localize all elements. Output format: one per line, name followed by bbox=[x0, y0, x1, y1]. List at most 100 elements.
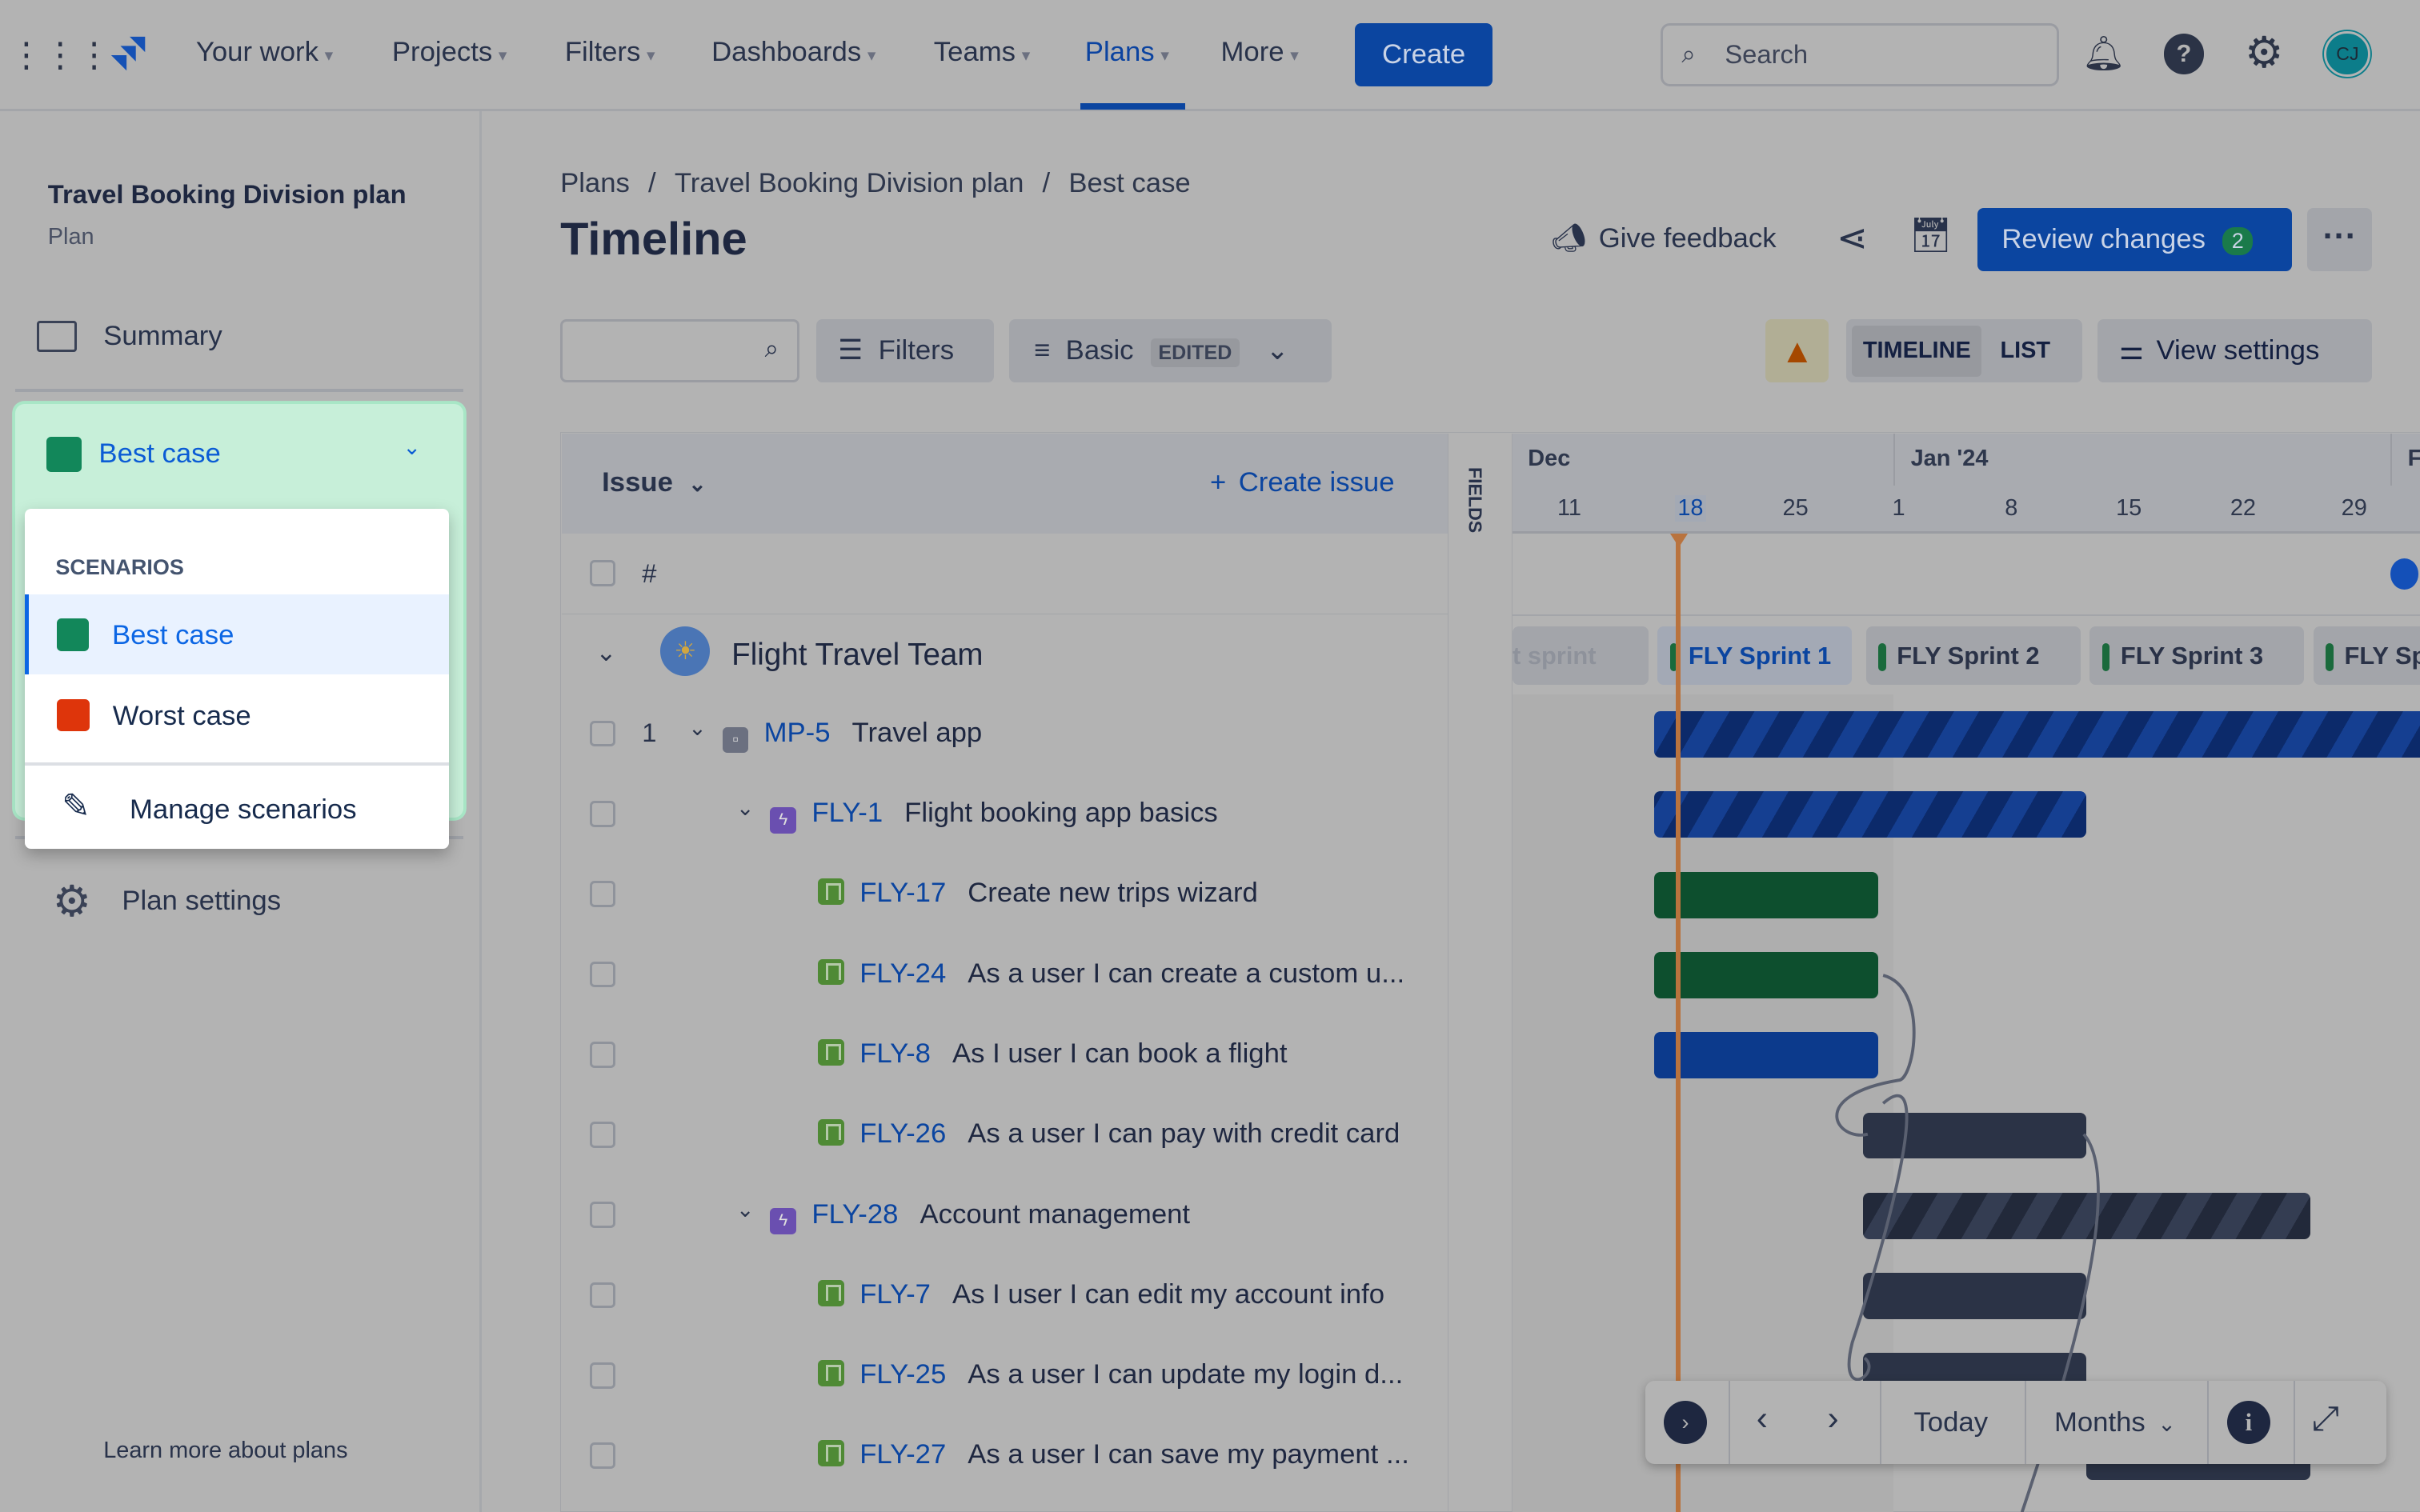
nav-filters[interactable]: Filters ▾ bbox=[564, 37, 655, 68]
milestone-marker[interactable] bbox=[2390, 558, 2419, 590]
timeline-bar[interactable] bbox=[1862, 1112, 2087, 1159]
issue-row[interactable]: FLY-24 As a user I can create a custom u.… bbox=[562, 935, 1448, 1015]
scenario-option-worst-case[interactable]: Worst case bbox=[25, 674, 449, 754]
scale-dropdown[interactable]: Months ⌄ bbox=[2054, 1407, 2176, 1438]
fields-column[interactable]: FIELDS bbox=[1448, 433, 1513, 1512]
issue-row[interactable]: FLY-7 As I user I can edit my account inf… bbox=[562, 1256, 1448, 1336]
issue-row[interactable]: 1 ⌄ ▫ MP-5 Travel app bbox=[562, 694, 1448, 774]
give-feedback-button[interactable]: 📣︎ Give feedback bbox=[1551, 222, 1776, 254]
search-input[interactable]: ⌕ Search bbox=[1661, 22, 2059, 86]
share-icon[interactable]: ⋖ bbox=[1837, 217, 1868, 258]
timeline-toggle[interactable]: TIMELINE bbox=[1852, 325, 1982, 377]
sprint-label[interactable]: FLY Sprint 3 bbox=[2089, 626, 2305, 686]
nav-your-work[interactable]: Your work ▾ bbox=[195, 37, 334, 68]
chevron-down-icon[interactable]: ⌄ bbox=[688, 715, 707, 740]
sprint-label[interactable]: FLY Sprint 2 bbox=[1865, 626, 2081, 686]
notifications-icon[interactable]: 🔔︎ bbox=[2081, 34, 2126, 72]
create-issue-button[interactable]: + Create issue bbox=[1210, 467, 1395, 498]
previous-icon[interactable]: ‹ bbox=[1756, 1399, 1768, 1438]
create-issue-label: Create issue bbox=[1238, 467, 1395, 498]
info-icon[interactable]: i bbox=[2226, 1401, 2270, 1445]
row-checkbox[interactable] bbox=[589, 800, 616, 827]
issue-key[interactable]: FLY-8 bbox=[859, 1038, 931, 1069]
help-icon[interactable]: ? bbox=[2163, 34, 2205, 74]
jira-logo-icon[interactable] bbox=[108, 34, 148, 74]
timeline-bar[interactable] bbox=[1654, 951, 1879, 998]
calendar-add-icon[interactable]: 📅︎ bbox=[1909, 216, 1953, 254]
issue-key[interactable]: FLY-28 bbox=[811, 1198, 899, 1230]
timeline-bar[interactable] bbox=[1654, 791, 2087, 838]
row-checkbox[interactable] bbox=[589, 1442, 616, 1470]
timeline-bar[interactable] bbox=[1654, 1032, 1879, 1079]
issue-key[interactable]: FLY-27 bbox=[859, 1439, 947, 1470]
learn-more-link[interactable]: Learn more about plans bbox=[103, 1438, 348, 1464]
list-toggle[interactable]: LIST bbox=[2000, 337, 2051, 363]
row-checkbox[interactable] bbox=[589, 1202, 616, 1229]
sprint-label[interactable]: FLY Sp bbox=[2313, 626, 2420, 686]
issue-row[interactable]: FLY-27 As a user I can save my payment ..… bbox=[562, 1416, 1448, 1496]
nav-teams[interactable]: Teams ▾ bbox=[933, 37, 1031, 68]
issue-key[interactable]: FLY-17 bbox=[859, 878, 947, 909]
nav-plans[interactable]: Plans ▾ bbox=[1084, 37, 1169, 68]
row-checkbox[interactable] bbox=[589, 1041, 616, 1068]
expand-sidebar-icon[interactable]: › bbox=[1664, 1401, 1708, 1445]
row-checkbox[interactable] bbox=[589, 720, 616, 747]
nav-dashboards[interactable]: Dashboards ▾ bbox=[711, 37, 876, 68]
view-preset-dropdown[interactable]: ≡ Basic EDITED ⌄ bbox=[1009, 319, 1332, 383]
row-checkbox[interactable] bbox=[589, 1122, 616, 1148]
timeline-bar[interactable] bbox=[1862, 1192, 2311, 1239]
issue-key[interactable]: FLY-26 bbox=[859, 1118, 947, 1150]
row-checkbox[interactable] bbox=[589, 961, 616, 988]
filters-button[interactable]: ☰ Filters bbox=[816, 319, 994, 383]
row-checkbox[interactable] bbox=[589, 1282, 616, 1309]
next-icon[interactable]: › bbox=[1827, 1399, 1839, 1438]
issue-summary: As I user I can edit my account info bbox=[952, 1278, 1385, 1310]
chevron-down-icon[interactable]: ⌄ bbox=[735, 796, 755, 821]
issue-key[interactable]: MP-5 bbox=[763, 717, 831, 748]
breadcrumb-plan[interactable]: Travel Booking Division plan bbox=[674, 168, 1024, 199]
timeline-bar[interactable] bbox=[1654, 711, 2420, 758]
settings-icon[interactable]: ⚙ bbox=[2245, 29, 2284, 78]
manage-scenarios-button[interactable]: ✎ Manage scenarios bbox=[25, 768, 449, 848]
issue-row[interactable]: FLY-17 Create new trips wizard bbox=[562, 854, 1448, 934]
issue-row[interactable]: ⌄ ϟ FLY-1 Flight booking app basics bbox=[562, 774, 1448, 854]
app-switcher-icon[interactable]: ⋮⋮⋮ bbox=[9, 35, 111, 74]
avatar[interactable]: CJ bbox=[2324, 30, 2371, 78]
issue-key[interactable]: FLY-25 bbox=[859, 1359, 947, 1390]
timeline-bar[interactable] bbox=[1862, 1273, 2087, 1319]
breadcrumb-scenario[interactable]: Best case bbox=[1068, 168, 1191, 199]
issue-row[interactable]: ⌄ ϟ FLY-28 Account management bbox=[562, 1176, 1448, 1256]
review-changes-button[interactable]: Review changes 2 bbox=[1977, 208, 2292, 272]
sprint-label[interactable]: FLY Sprint 1 bbox=[1657, 626, 1853, 686]
issue-row[interactable]: FLY-8 As I user I can book a flight bbox=[562, 1015, 1448, 1095]
timeline-search-input[interactable]: ⌕ bbox=[560, 319, 799, 383]
row-checkbox[interactable] bbox=[589, 881, 616, 907]
timeline-bar[interactable] bbox=[1654, 871, 1879, 918]
warning-button[interactable]: ▲ bbox=[1765, 319, 1829, 383]
today-button[interactable]: Today bbox=[1913, 1406, 1989, 1438]
issue-key[interactable]: FLY-1 bbox=[811, 798, 883, 829]
issue-column-dropdown[interactable]: Issue ⌄ bbox=[602, 467, 707, 498]
sliders-icon: ⚌ bbox=[2118, 335, 2145, 366]
fullscreen-icon[interactable]: ⤢ bbox=[2312, 1399, 2339, 1438]
scenario-option-best-case[interactable]: Best case bbox=[24, 594, 450, 674]
chevron-down-icon[interactable]: ⌄ bbox=[595, 638, 617, 667]
story-icon bbox=[818, 1440, 844, 1467]
select-all-checkbox[interactable] bbox=[589, 560, 616, 586]
sidebar-item-summary[interactable]: Summary bbox=[15, 302, 463, 370]
view-settings-button[interactable]: ⚌ View settings bbox=[2097, 319, 2373, 383]
nav-projects[interactable]: Projects ▾ bbox=[391, 37, 507, 68]
breadcrumb-plans[interactable]: Plans bbox=[560, 168, 630, 199]
issue-key[interactable]: FLY-7 bbox=[859, 1278, 931, 1310]
sidebar-item-plan-settings[interactable]: ⚙ Plan settings bbox=[15, 867, 463, 935]
chevron-down-icon[interactable]: ⌄ bbox=[735, 1197, 755, 1222]
more-actions-button[interactable]: ··· bbox=[2307, 208, 2373, 272]
issue-row[interactable]: FLY-25 As a user I can update my login d.… bbox=[562, 1336, 1448, 1416]
issue-row[interactable]: FLY-26 As a user I can pay with credit ca… bbox=[562, 1095, 1448, 1175]
issue-key[interactable]: FLY-24 bbox=[859, 958, 947, 989]
create-button[interactable]: Create bbox=[1355, 22, 1492, 86]
row-checkbox[interactable] bbox=[589, 1362, 616, 1389]
nav-more[interactable]: More ▾ bbox=[1220, 37, 1299, 68]
sprint-label[interactable]: t sprint bbox=[1512, 626, 1649, 686]
team-row[interactable]: ⌄ ☀ Flight Travel Team bbox=[562, 617, 1448, 697]
